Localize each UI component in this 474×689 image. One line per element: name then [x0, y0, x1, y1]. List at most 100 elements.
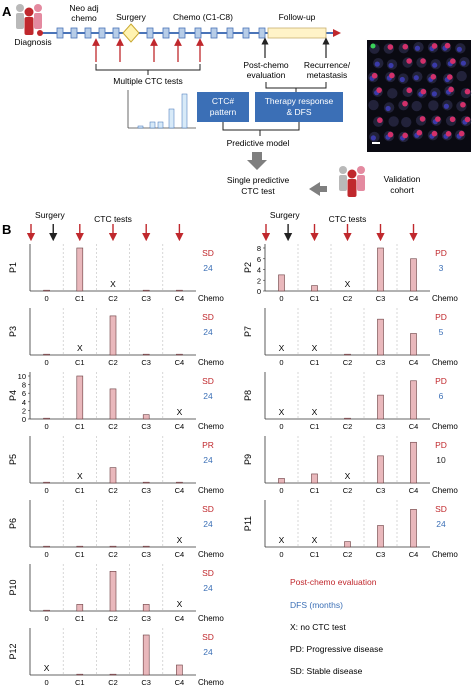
surgery-diamond [122, 23, 140, 43]
cell-marker [450, 58, 456, 65]
surgery-header: Surgery [270, 210, 301, 220]
x-tick-label: 0 [45, 678, 49, 687]
ctc-bar [278, 478, 285, 484]
x-tick-label: C1 [75, 614, 85, 623]
cell-marker [420, 88, 427, 95]
patient-label: P7 [243, 326, 253, 337]
x-tick-label: C4 [175, 486, 185, 495]
no-ctc-mark: X [345, 279, 351, 289]
cell [428, 100, 439, 111]
y-tick-label: 0 [257, 287, 261, 296]
cell-marker [431, 43, 438, 49]
patient-label: P4 [8, 390, 18, 401]
x-tick-label: C3 [376, 294, 386, 303]
ctc-tests-header: CTC tests [329, 214, 367, 224]
predictive-model-label: Predictive model [227, 138, 290, 148]
timeline-cycle-tick [178, 27, 186, 39]
cell [387, 88, 398, 99]
post-chemo-label-line2: evaluation [247, 70, 286, 80]
post-chemo-status: SD [435, 504, 447, 514]
cell-nucleus [370, 135, 376, 141]
ctc-bar [176, 289, 183, 292]
x-tick-label: C3 [141, 358, 151, 367]
x-tick-label: C1 [75, 550, 85, 559]
timeline-cycle-tick [112, 27, 120, 39]
no-ctc-mark: X [110, 279, 116, 289]
ctc-bar [76, 247, 84, 292]
x-tick-label: 0 [45, 550, 49, 559]
neo-adj-label: Neo adj [69, 3, 98, 13]
x-tick-label: C1 [310, 294, 320, 303]
x-tick-label: 0 [45, 358, 49, 367]
patient-chart-p1: P1 X 0 C1 C2 C3 C4 Chemo SD 24 [8, 244, 224, 303]
dfs-months: 24 [203, 263, 213, 273]
x-tick-label: C4 [175, 550, 185, 559]
post-chemo-status: SD [202, 632, 214, 642]
ctc-bar [377, 455, 384, 484]
dfs-months: 6 [439, 391, 444, 401]
no-ctc-mark: X [312, 407, 318, 417]
patient-label: P5 [8, 454, 18, 465]
ctc-bar [43, 417, 50, 420]
therapy-response-box [255, 92, 343, 122]
cell-marker [371, 72, 378, 79]
no-ctc-mark: X [279, 343, 285, 353]
ctc-bar [43, 609, 50, 612]
x-tick-label: C1 [310, 486, 320, 495]
ctc-bar [410, 441, 417, 484]
ctc-tests-bracket [95, 64, 201, 75]
validation-cohort-icon [339, 166, 365, 197]
x-tick-label: C4 [409, 422, 419, 431]
ctc-mini-chart [127, 90, 196, 129]
y-tick-label: 2 [22, 406, 26, 415]
panel-a-label: A [2, 4, 12, 19]
x-tick-label: C2 [108, 614, 118, 623]
no-ctc-mark: X [77, 471, 83, 481]
dfs-months: 24 [203, 391, 213, 401]
ctc-bar [377, 318, 384, 356]
ctc-bar [311, 285, 318, 292]
patient-chart-p6: P6 X 0 C1 C2 C3 C4 Chemo SD 24 [8, 500, 224, 559]
x-tick-label: C3 [141, 678, 151, 687]
x-tick-label: C4 [409, 486, 419, 495]
ctc-bar [344, 541, 351, 548]
x-tick-label: C4 [175, 678, 185, 687]
dfs-months: 3 [439, 263, 444, 273]
timeline-cycle-tick [146, 27, 154, 39]
ctc-bar [142, 414, 150, 420]
x-tick-label: C4 [175, 294, 185, 303]
x-tick-label: C1 [310, 550, 320, 559]
ctc-pattern-label: CTC# [212, 96, 234, 106]
ctc-bar [344, 417, 351, 420]
timeline-cycle-tick [56, 27, 64, 39]
no-ctc-mark: X [177, 599, 183, 609]
x-tick-label: C3 [141, 614, 151, 623]
ctc-tests-header: CTC tests [94, 214, 132, 224]
chemo-axis-label: Chemo [432, 550, 458, 559]
ctc-bar [109, 545, 117, 548]
x-tick-label: C2 [343, 486, 353, 495]
ctc-bar [377, 394, 384, 420]
post-chemo-status: SD [202, 504, 214, 514]
x-tick-label: C2 [343, 294, 353, 303]
ctc-bar [43, 353, 50, 356]
cell-marker [419, 116, 426, 122]
ctc-bar [176, 481, 183, 484]
ctc-bar [142, 545, 150, 548]
patient-chart-p8: P8 X X 0 C1 C2 C3 C4 Chemo PD 6 [243, 372, 458, 431]
patient-label: P8 [243, 390, 253, 401]
chemo-label: Chemo (C1-C8) [173, 12, 233, 22]
ctc-bar [76, 673, 84, 676]
cell-marker [448, 86, 454, 93]
post-chemo-label: Post-chemo [243, 60, 289, 70]
patient-chart-p9: P9 X 0 C1 C2 C3 C4 Chemo PD 10 [243, 436, 458, 495]
cell-marker [460, 101, 466, 108]
x-tick-label: C2 [108, 422, 118, 431]
chemo-axis-label: Chemo [198, 294, 224, 303]
cell-nucleus [413, 75, 419, 81]
ctc-bar [410, 258, 417, 292]
post-chemo-status: SD [202, 312, 214, 322]
legend: Post-chemo evaluation DFS (months) X: no… [290, 577, 383, 676]
x-tick-label: 0 [279, 358, 283, 367]
